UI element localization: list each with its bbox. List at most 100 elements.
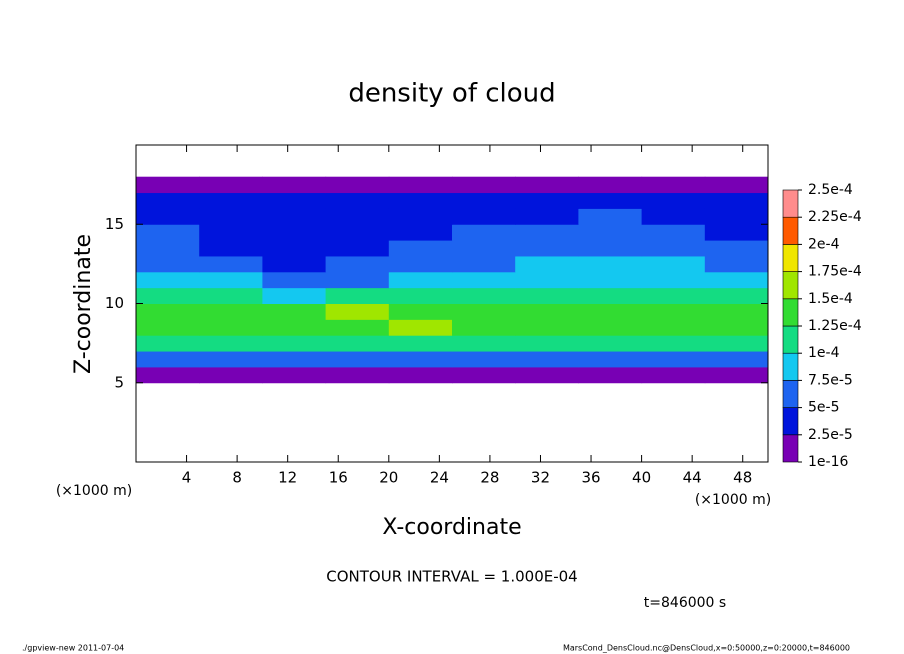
field-cell bbox=[199, 224, 263, 241]
field-cell bbox=[199, 303, 263, 320]
field-cell bbox=[262, 366, 327, 384]
field-cell bbox=[704, 319, 769, 336]
y-tick-label: 10 bbox=[105, 294, 124, 312]
field-cell bbox=[704, 224, 769, 241]
field-cell bbox=[136, 335, 200, 352]
field-cell bbox=[578, 303, 643, 320]
field-cell bbox=[704, 240, 769, 257]
field-cell bbox=[578, 271, 643, 289]
field-cell bbox=[325, 255, 390, 273]
field-cell bbox=[641, 366, 706, 384]
x-tick-label: 48 bbox=[733, 469, 752, 487]
x-tick-label: 36 bbox=[581, 469, 600, 487]
field-cell bbox=[452, 240, 516, 257]
field-cell bbox=[578, 224, 643, 241]
field-cell bbox=[515, 255, 579, 273]
colorbar-label: 2.5e-4 bbox=[808, 182, 853, 198]
field-cell bbox=[641, 303, 706, 320]
field-cell bbox=[515, 271, 579, 289]
x-tick-label: 16 bbox=[329, 469, 348, 487]
field-cell bbox=[704, 255, 769, 273]
field-cell bbox=[452, 271, 516, 289]
x-axis-label: X-coordinate bbox=[382, 515, 521, 540]
field-cell bbox=[199, 176, 263, 194]
y-unit: (×1000 m) bbox=[56, 483, 132, 499]
colorbar-band bbox=[782, 189, 799, 218]
field-cell bbox=[641, 287, 706, 304]
field-cell bbox=[388, 319, 453, 336]
field-cell bbox=[199, 271, 263, 289]
field-cell bbox=[325, 208, 390, 225]
field-cell bbox=[452, 255, 516, 273]
field-cell bbox=[578, 319, 643, 336]
field-cell bbox=[515, 351, 579, 368]
x-tick-label: 28 bbox=[480, 469, 499, 487]
field-cell bbox=[199, 351, 263, 368]
colorbar-label: 1e-4 bbox=[808, 345, 840, 361]
colorbar-label: 7.5e-5 bbox=[808, 372, 853, 388]
field-cell bbox=[262, 303, 327, 320]
colorbar-band bbox=[782, 434, 799, 463]
field-cell bbox=[452, 351, 516, 368]
field-cell bbox=[641, 255, 706, 273]
field-cell bbox=[325, 192, 390, 209]
field-cell bbox=[641, 271, 706, 289]
field-cell bbox=[325, 271, 390, 289]
field-cell bbox=[136, 224, 200, 241]
field-cell bbox=[641, 335, 706, 352]
field-cell bbox=[388, 303, 453, 320]
field-cell bbox=[136, 366, 200, 384]
field-cell bbox=[262, 176, 327, 194]
field-cell bbox=[325, 303, 390, 320]
field-cell bbox=[641, 240, 706, 257]
field-cell bbox=[262, 287, 327, 304]
colorbar-band bbox=[782, 407, 799, 436]
field-cell bbox=[452, 192, 516, 209]
field-cell bbox=[578, 255, 643, 273]
field-cell bbox=[515, 335, 579, 352]
field-cell bbox=[199, 192, 263, 209]
field-cell bbox=[704, 287, 769, 304]
field-cell bbox=[515, 208, 579, 225]
field-cell bbox=[136, 303, 200, 320]
field-cell bbox=[704, 351, 769, 368]
field-cell bbox=[452, 366, 516, 384]
field-cell bbox=[704, 303, 769, 320]
field-cell bbox=[262, 335, 327, 352]
field-cell bbox=[515, 319, 579, 336]
colorbar-band bbox=[782, 352, 799, 381]
colorbar-label: 2.25e-4 bbox=[808, 209, 862, 225]
field-cell bbox=[641, 176, 706, 194]
colorbar-label: 1e-16 bbox=[808, 454, 848, 470]
x-tick-label: 20 bbox=[379, 469, 398, 487]
field-cell bbox=[262, 271, 327, 289]
contour-note: CONTOUR INTERVAL = 1.000E-04 bbox=[326, 568, 577, 586]
field-cell bbox=[515, 192, 579, 209]
field-cell bbox=[136, 176, 200, 194]
field-cell bbox=[388, 335, 453, 352]
field-cell bbox=[136, 271, 200, 289]
field-cell bbox=[262, 208, 327, 225]
x-unit: (×1000 m) bbox=[695, 492, 771, 508]
field-cell bbox=[199, 366, 263, 384]
field-cell bbox=[199, 255, 263, 273]
field-cell bbox=[325, 335, 390, 352]
colorbar-band bbox=[782, 244, 799, 272]
field-cell bbox=[452, 176, 516, 194]
footer-left: ./gpview-new 2011-07-04 bbox=[22, 644, 124, 653]
colorbar-label: 2e-4 bbox=[808, 236, 840, 252]
field-cell bbox=[704, 366, 769, 384]
field-cell bbox=[641, 192, 706, 209]
field-cell bbox=[578, 366, 643, 384]
field-cell bbox=[641, 208, 706, 225]
colorbar-band bbox=[782, 325, 799, 354]
x-tick-label: 40 bbox=[632, 469, 651, 487]
field-cell bbox=[199, 287, 263, 304]
field-cell bbox=[704, 271, 769, 289]
field-cell bbox=[641, 351, 706, 368]
x-tick-label: 8 bbox=[232, 469, 242, 487]
field-cell bbox=[262, 319, 327, 336]
field-cell bbox=[388, 192, 453, 209]
field-cell bbox=[578, 192, 643, 209]
